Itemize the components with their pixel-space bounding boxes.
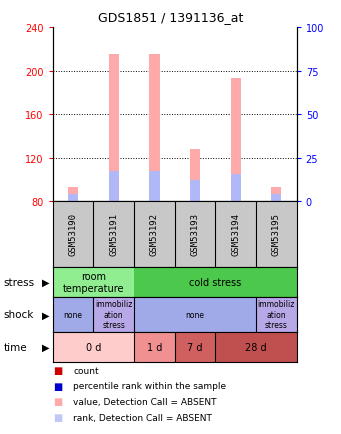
- Bar: [271, 187, 281, 202]
- Text: immobiliz
ation
stress: immobiliz ation stress: [258, 300, 295, 329]
- Bar: [175, 332, 216, 362]
- Text: none: none: [186, 310, 205, 319]
- Text: 0 d: 0 d: [86, 342, 101, 352]
- Text: cold stress: cold stress: [189, 277, 241, 287]
- Text: time: time: [3, 342, 27, 352]
- Text: ■: ■: [53, 397, 62, 406]
- Text: GSM53193: GSM53193: [191, 213, 199, 256]
- Text: ▶: ▶: [42, 310, 49, 319]
- Bar: [231, 174, 241, 202]
- Text: GSM53190: GSM53190: [69, 213, 78, 256]
- Text: stress: stress: [3, 277, 34, 287]
- Text: percentile rank within the sample: percentile rank within the sample: [73, 381, 226, 390]
- Bar: [93, 297, 134, 332]
- Bar: [68, 187, 78, 202]
- Bar: [53, 297, 93, 332]
- Text: ▶: ▶: [42, 342, 49, 352]
- Bar: [149, 55, 160, 202]
- Text: ■: ■: [53, 365, 62, 375]
- Bar: [68, 194, 78, 202]
- Text: GSM53195: GSM53195: [272, 213, 281, 256]
- Bar: [53, 332, 134, 362]
- Text: GSM53194: GSM53194: [231, 213, 240, 256]
- Bar: [109, 171, 119, 202]
- Text: count: count: [73, 366, 99, 375]
- Text: GDS1851 / 1391136_at: GDS1851 / 1391136_at: [98, 11, 243, 24]
- Text: value, Detection Call = ABSENT: value, Detection Call = ABSENT: [73, 397, 217, 406]
- Bar: [256, 297, 297, 332]
- Bar: [134, 297, 256, 332]
- Bar: [190, 180, 200, 202]
- Bar: [231, 79, 241, 202]
- Text: ■: ■: [53, 381, 62, 391]
- Text: shock: shock: [3, 310, 34, 319]
- Bar: [109, 55, 119, 202]
- Text: none: none: [64, 310, 83, 319]
- Bar: [216, 332, 297, 362]
- Text: GSM53191: GSM53191: [109, 213, 118, 256]
- Text: 1 d: 1 d: [147, 342, 162, 352]
- Bar: [134, 332, 175, 362]
- Bar: [134, 267, 297, 297]
- Text: immobiliz
ation
stress: immobiliz ation stress: [95, 300, 133, 329]
- Text: rank, Detection Call = ABSENT: rank, Detection Call = ABSENT: [73, 413, 212, 421]
- Text: ■: ■: [53, 412, 62, 422]
- Text: GSM53192: GSM53192: [150, 213, 159, 256]
- Bar: [53, 267, 134, 297]
- Bar: [271, 194, 281, 202]
- Text: 7 d: 7 d: [187, 342, 203, 352]
- Bar: [149, 171, 160, 202]
- Bar: [190, 150, 200, 202]
- Text: room
temperature: room temperature: [63, 271, 124, 293]
- Text: ▶: ▶: [42, 277, 49, 287]
- Text: 28 d: 28 d: [245, 342, 267, 352]
